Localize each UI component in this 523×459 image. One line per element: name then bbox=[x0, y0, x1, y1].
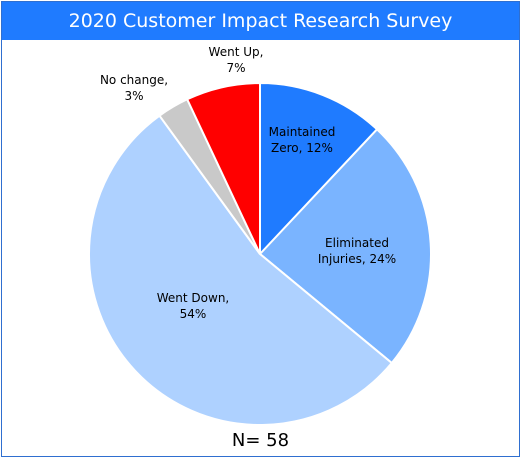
pie-slice-eliminated-injuries bbox=[258, 127, 433, 365]
pie-slice-went-down bbox=[88, 114, 394, 426]
slice-label-no-change: No change, 3% bbox=[100, 73, 168, 103]
pie-slice-went-up bbox=[185, 81, 261, 255]
pie-slice-maintained-zero bbox=[259, 81, 379, 257]
slice-label-went-down: Went Down, 54% bbox=[157, 291, 230, 321]
slice-label-went-up: Went Up, 7% bbox=[209, 45, 264, 75]
chart-title: 2020 Customer Impact Research Survey bbox=[2, 2, 519, 40]
sample-size-label: N= 58 bbox=[231, 430, 290, 451]
slice-label-eliminated-injuries: Eliminated Injuries, 24% bbox=[318, 236, 396, 266]
slice-label-maintained-zero: Maintained Zero, 12% bbox=[269, 125, 336, 155]
